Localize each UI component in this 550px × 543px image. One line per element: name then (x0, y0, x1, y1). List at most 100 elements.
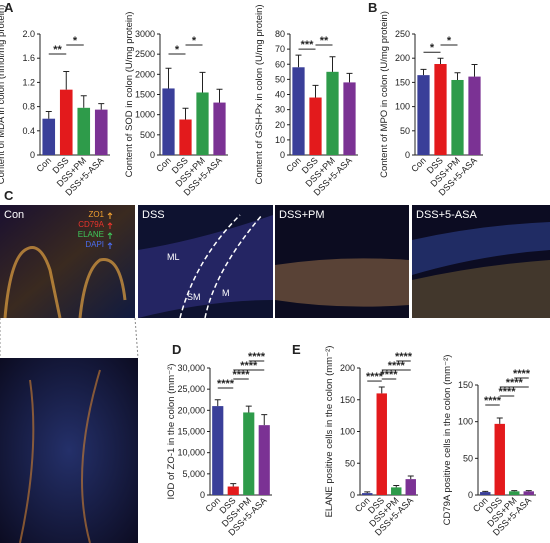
y-tick-label: 0.8 (22, 102, 35, 112)
error-bar (63, 71, 70, 90)
y-axis-label: Content of GSH-Px in colon (U/mg protein… (254, 4, 265, 184)
bar (42, 118, 56, 155)
y-tick-label: 2.0 (22, 29, 35, 39)
y-tick-label: 3000 (135, 29, 155, 39)
y-tick-label: 100 (340, 427, 355, 437)
error-bar (496, 417, 503, 424)
y-tick-label: 0 (150, 150, 155, 160)
tissue-layer (138, 215, 273, 318)
bar (227, 486, 239, 495)
bar (196, 92, 209, 155)
y-tick-label: 70 (275, 44, 285, 54)
y-tick-label: 1500 (135, 90, 155, 100)
error-bar (511, 490, 518, 492)
y-tick-label: 250 (395, 29, 410, 39)
significance-label: * (175, 44, 180, 56)
significance-label: **** (506, 377, 524, 389)
bar (451, 79, 464, 155)
y-axis-label: IOD of ZO-1 in the colon (mm⁻²) (166, 364, 177, 500)
bar (494, 423, 505, 495)
y-tick-label: 200 (395, 53, 410, 63)
y-tick-label: 0 (280, 150, 285, 160)
y-tick-label: 0 (468, 490, 473, 500)
significance-label: **** (380, 369, 398, 381)
y-tick-label: 25,000 (177, 384, 205, 394)
y-tick-label: 50 (345, 458, 355, 468)
error-bar (214, 399, 221, 407)
y-tick-label: 30 (275, 105, 285, 115)
y-tick-label: 2000 (135, 69, 155, 79)
bar (292, 67, 305, 155)
y-tick-label: 80 (275, 29, 285, 39)
y-tick-label: 150 (458, 380, 473, 390)
micrograph (0, 205, 135, 318)
image-title: Con (4, 209, 24, 221)
bar (362, 493, 373, 495)
error-bar (182, 107, 189, 120)
significance-label: *** (301, 39, 315, 51)
y-axis-label: Content of SOD in colon (U/mg protein) (124, 12, 135, 178)
stain-name: CD79A (78, 220, 104, 229)
x-tick-label: Con (409, 155, 428, 174)
x-tick-label: Con (284, 155, 303, 174)
panel-label: C (4, 188, 14, 203)
error-bar (45, 110, 52, 119)
y-tick-label: 50 (463, 453, 473, 463)
y-tick-label: 40 (275, 90, 285, 100)
error-bar (364, 491, 371, 494)
y-tick-label: 20,000 (177, 405, 205, 415)
error-bar (482, 490, 489, 493)
zoom-line (134, 317, 139, 359)
error-bar (261, 414, 268, 426)
bar (509, 491, 520, 495)
y-axis-label: ELANE positive cells in the colon (mm⁻²) (324, 346, 335, 518)
tissue-layer (412, 260, 550, 318)
y-tick-label: 5,000 (182, 469, 205, 479)
y-tick-label: 20 (275, 120, 285, 130)
y-tick-label: 15,000 (177, 427, 205, 437)
y-tick-label: 500 (140, 130, 155, 140)
significance-label: * (73, 35, 78, 47)
image-title: DSS (142, 209, 165, 221)
stain-name: ZO1 (88, 210, 104, 219)
error-bar (420, 68, 427, 76)
bar (77, 107, 91, 155)
bar (59, 89, 73, 155)
significance-label: **** (366, 371, 384, 383)
y-tick-label: 0 (405, 150, 410, 160)
bar (212, 406, 224, 495)
significance-label: **** (388, 360, 406, 372)
significance-label: ** (320, 35, 329, 47)
error-bar (329, 56, 336, 72)
significance-label: * (447, 35, 452, 47)
y-tick-label: 1000 (135, 110, 155, 120)
tissue-layer (412, 222, 550, 275)
layer-label: ML (167, 252, 180, 262)
significance-label: **** (513, 368, 531, 380)
error-bar (165, 67, 172, 89)
bar (391, 487, 402, 495)
bar (468, 76, 481, 155)
significance-label: **** (217, 378, 235, 390)
stain-name: DAPI (85, 240, 104, 249)
panel-label: E (292, 342, 301, 357)
y-tick-label: 10,000 (177, 448, 205, 458)
error-bar (525, 490, 532, 492)
tissue-outline (3, 246, 127, 319)
bar (523, 491, 534, 495)
error-bar (437, 57, 444, 65)
tissue-outline (19, 369, 101, 543)
bar (326, 71, 339, 155)
bar (405, 479, 416, 495)
layer-label: SM (187, 292, 201, 302)
bar (94, 109, 108, 155)
significance-label: **** (498, 386, 516, 398)
panel-label: D (172, 342, 181, 357)
y-tick-label: 0 (200, 490, 205, 500)
significance-label: **** (484, 395, 502, 407)
y-tick-label: 0.4 (22, 126, 35, 136)
stain-arrow (107, 242, 113, 249)
error-bar (98, 103, 105, 110)
bar (179, 119, 192, 155)
